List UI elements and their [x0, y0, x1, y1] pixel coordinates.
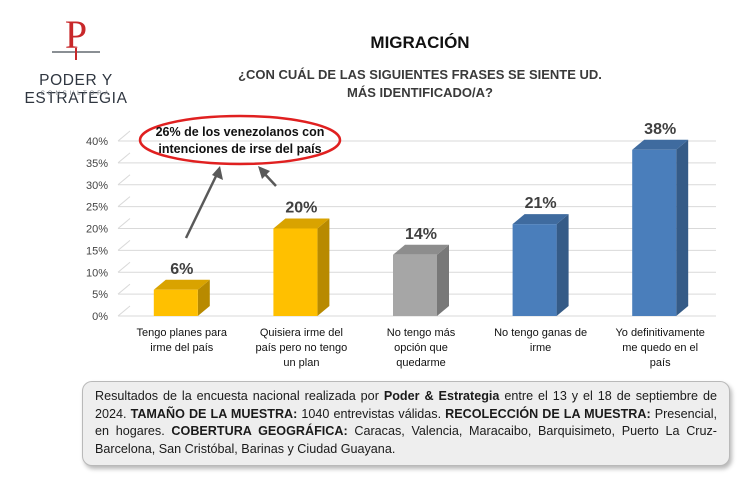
bar-side: [676, 139, 689, 316]
x-tick-label: Yo definitivamente: [615, 327, 705, 339]
y-tick-label: 35%: [86, 158, 108, 170]
page-title: MIGRACIÓN: [370, 33, 470, 52]
chart-question: ¿CON CUÁL DE LAS SIGUIENTES FRASES SE SI…: [200, 66, 640, 102]
gridline-depth: [117, 174, 131, 186]
gridline-depth: [117, 305, 131, 317]
y-tick-label: 30%: [86, 180, 108, 192]
callout-arrowhead-right: [258, 166, 270, 179]
y-tick-label: 20%: [86, 224, 108, 236]
footer-sampling-label: RECOLECCIÓN DE LA MUESTRA:: [445, 406, 651, 421]
survey-methodology-note: Resultados de la encuesta nacional reali…: [82, 381, 730, 466]
x-tick-label: país pero no tengo: [256, 342, 348, 354]
data-label: 6%: [170, 261, 193, 278]
bars: 6% 20% 14% 21% 38%: [153, 121, 689, 316]
bar-top: [512, 214, 569, 225]
gridline-depth: [117, 218, 131, 229]
callout-line-2: intenciones de irse del país: [158, 142, 321, 156]
logo-emblem: P: [52, 12, 100, 60]
bar: [393, 254, 437, 316]
footer-text-4: Presencial, en hogares.: [95, 406, 717, 439]
bar-top: [273, 218, 330, 229]
y-tick-label: 10%: [86, 267, 108, 279]
callout-arrow-left: [184, 171, 220, 239]
category-labels: Tengo planes para irme del país Quisiera i…: [137, 327, 705, 369]
data-label: 14%: [405, 226, 437, 243]
bar: [153, 289, 198, 316]
x-tick-label: irme: [530, 342, 551, 354]
poder-y-estrategia-logo: P PODER Y ESTRATEGIA CONSULTORA: [6, 8, 146, 107]
logo-name: PODER Y ESTRATEGIA: [24, 72, 128, 107]
footer-text-2: entre el 13 y el 18 de septiembre de 202…: [95, 389, 717, 421]
y-tick-label: 25%: [86, 202, 108, 214]
data-label: 20%: [285, 200, 317, 217]
logo-tagline: CONSULTORA: [40, 91, 112, 97]
gridline-depth: [117, 261, 131, 273]
bar: [273, 228, 318, 316]
y-tick-label: 40%: [86, 136, 108, 148]
x-tick-label: No tengo ganas de: [494, 327, 587, 339]
x-tick-label: me quedo en el: [622, 342, 698, 354]
bar-side: [317, 218, 330, 316]
footer-text-3: 1040 entrevistas válidas.: [297, 406, 446, 421]
callout-arrowhead-left: [212, 166, 223, 180]
question-line-2: MÁS IDENTIFICADO/A?: [347, 85, 493, 100]
bar-side: [437, 244, 449, 316]
callout-line-1: 26% de los venezolanos con: [156, 125, 325, 139]
callout: 26% de los venezolanos con intenciones d…: [138, 114, 342, 239]
bar-side: [556, 214, 569, 316]
footer-coverage-label: COBERTURA GEOGRÁFICA:: [171, 424, 348, 438]
bar-top: [632, 139, 689, 150]
footer-text-5: Caracas, Valencia, Maracaibo, Barquisime…: [95, 424, 717, 456]
y-tick-label: 0%: [92, 311, 108, 323]
x-tick-label: un plan: [283, 357, 319, 369]
bar: [512, 224, 557, 316]
y-tick-label: 5%: [92, 289, 108, 301]
question-line-1: ¿CON CUÁL DE LAS SIGUIENTES FRASES SE SI…: [238, 67, 602, 82]
callout-ellipse: [138, 114, 342, 166]
gridline-depth: [117, 130, 131, 142]
x-tick-label: Tengo planes para: [137, 327, 228, 339]
logo-letter: P: [65, 12, 87, 57]
x-tick-label: No tengo más: [387, 327, 456, 339]
data-label: 21%: [525, 195, 557, 212]
x-tick-label: país: [650, 357, 671, 369]
gridline-depth: [117, 152, 131, 164]
gridline-depth: [117, 196, 131, 208]
bar-side: [197, 279, 210, 316]
x-tick-label: opción que: [394, 342, 448, 354]
gridline-depth: [117, 283, 131, 295]
bar: [632, 149, 677, 316]
data-label: 38%: [644, 121, 676, 138]
footer-sample-size-label: TAMAÑO DE LA MUESTRA:: [130, 406, 298, 421]
bar-chart: 0% 5% 10% 15% 20% 25% 30% 35% 40% 6% 20% 14% 21% 38%…: [86, 114, 716, 369]
bar-top: [393, 244, 449, 255]
footer-firm-name: Poder & Estrategia: [383, 389, 500, 403]
gridline-depth: [117, 239, 131, 251]
x-tick-label: quedarme: [396, 357, 446, 369]
bar-top: [153, 279, 210, 290]
y-tick-label: 15%: [86, 245, 108, 257]
x-tick-label: irme del país: [150, 342, 213, 354]
x-tick-label: Quisiera irme del: [260, 327, 343, 339]
footer-text-1: Resultados de la encuesta nacional reali…: [95, 389, 384, 403]
